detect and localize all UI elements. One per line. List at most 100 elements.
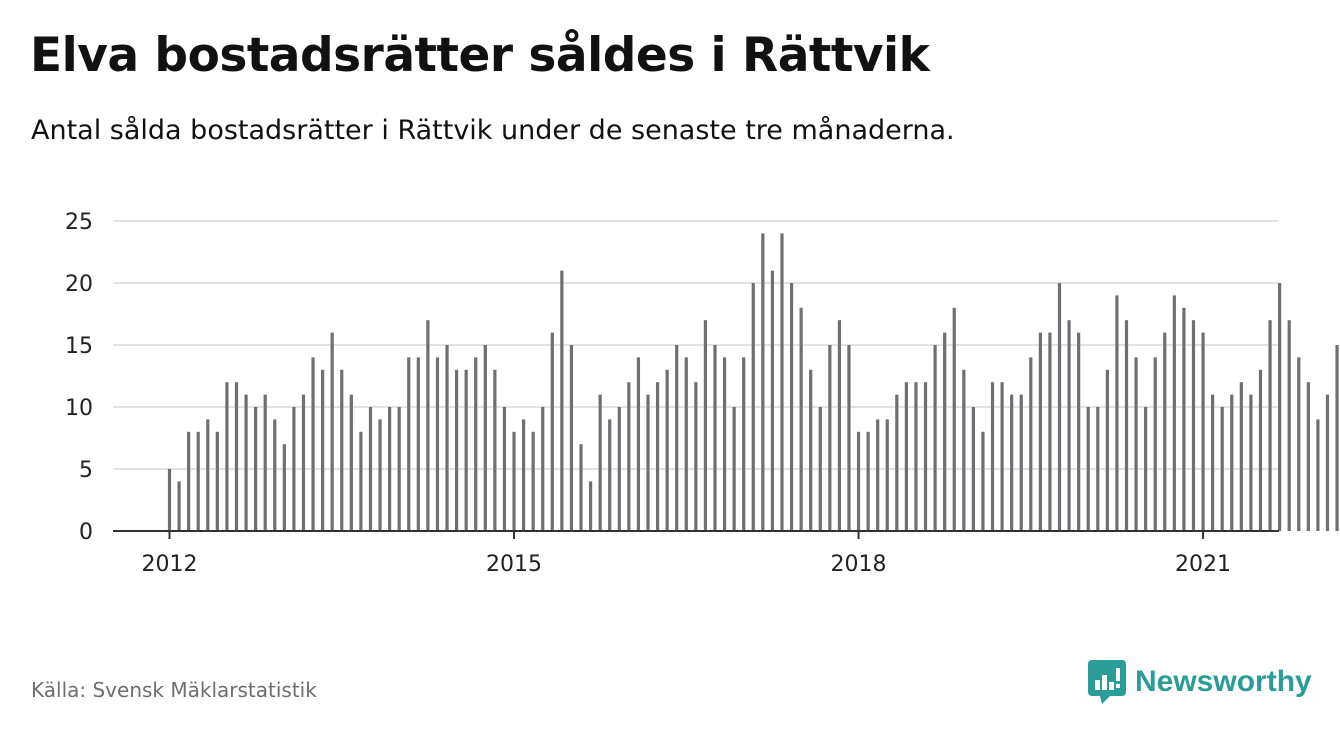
bar [1220,407,1224,531]
bar [321,369,325,531]
bar [416,357,420,531]
bar [1096,407,1100,531]
bar [1278,283,1282,531]
bar [1325,394,1330,531]
bar [1287,320,1291,531]
bar [502,407,507,531]
bar [541,407,545,531]
bar [282,444,286,531]
bar [455,369,459,531]
y-tick-label: 5 [79,458,93,483]
bar [1268,320,1272,531]
bar [1153,357,1157,531]
bar [1105,369,1109,531]
y-tick-label: 20 [65,272,93,297]
bar [952,307,956,531]
bar [1067,320,1071,531]
axes [113,530,1279,539]
bar [407,357,411,531]
chart-subtitle: Antal sålda bostadsrätter i Rättvik unde… [31,115,955,146]
bar [665,369,669,531]
bar [1029,357,1033,531]
bar [340,369,344,531]
bar [1048,332,1052,531]
bar [493,369,497,531]
bar [569,345,574,531]
bar [1000,382,1004,531]
bar [1249,394,1253,531]
bar [914,382,918,531]
brand-name: Newsworthy [1135,665,1312,698]
bar [789,283,794,531]
x-tick-label: 2015 [486,552,542,577]
bar [1201,332,1205,531]
bar [1230,394,1234,531]
bar [876,419,880,531]
bar [713,345,717,531]
bar [167,469,172,531]
bar [215,431,219,531]
bar [550,332,554,531]
bar [943,332,947,531]
bar [627,382,631,531]
bar [397,407,401,531]
bar [1172,295,1176,531]
bar [445,345,449,531]
bar [263,394,267,531]
bar [1297,357,1301,531]
bar [971,407,975,531]
bar [349,394,353,531]
bar [1057,283,1062,531]
bar [1211,394,1215,531]
bar [388,407,392,531]
bar [655,382,660,531]
bar [809,369,813,531]
bar [368,407,373,531]
bar [675,345,679,531]
bar [435,357,440,531]
bar [1086,407,1090,531]
x-tick-label: 2018 [831,552,887,577]
bar [1019,394,1023,531]
bar [962,369,966,531]
bar [1010,394,1014,531]
bar [885,419,889,531]
bar [292,407,296,531]
bar [512,431,516,531]
y-tick-label: 0 [79,520,93,545]
bar [732,407,736,531]
bar [828,345,832,531]
bar [588,481,593,531]
bar [301,394,306,531]
bar [474,357,478,531]
bar [895,394,899,531]
bar [177,481,181,531]
bar [579,444,583,531]
bar [1306,382,1310,531]
bar [703,320,708,531]
bar [646,394,650,531]
bar [1191,320,1196,531]
bar [1182,307,1186,531]
bar [837,320,841,531]
bar [990,382,995,531]
bar [866,431,870,531]
bar [933,345,937,531]
bar [483,345,487,531]
bar [311,357,315,531]
bar [684,357,688,531]
bar [244,394,248,531]
bar [560,270,564,531]
bar [856,431,861,531]
bar [608,419,612,531]
bar-chart: 05101520252012201520182021202311 [65,210,1339,577]
bar [187,431,191,531]
bar [273,419,277,531]
bar [521,419,526,531]
bar [378,419,382,531]
bar [799,307,803,531]
brand-logo[interactable]: Newsworthy [1088,660,1312,704]
source-note: Källa: Svensk Mäklarstatistik [31,678,317,702]
bar [254,407,258,531]
bar [531,431,535,531]
